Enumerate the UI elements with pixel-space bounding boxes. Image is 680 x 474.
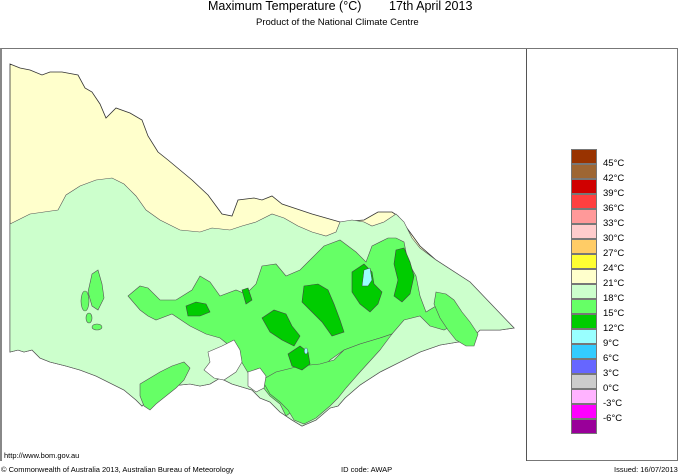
band-15-18-west-2 <box>80 290 90 312</box>
legend-label: 36°C <box>603 203 625 214</box>
legend-swatch-36 <box>571 194 597 209</box>
legend-swatch-18 <box>571 284 597 299</box>
legend-swatch-42 <box>571 164 597 179</box>
band-15-18-south <box>261 333 393 425</box>
legend-swatch-minus3 <box>571 389 597 404</box>
legend-swatch-6 <box>571 344 597 359</box>
western-port <box>247 367 267 393</box>
port-phillip-bay <box>203 339 243 381</box>
legend-label: 0°C <box>603 383 619 394</box>
legend-label: 33°C <box>603 218 625 229</box>
legend-label: -3°C <box>603 398 623 409</box>
map-subtitle: Product of the National Climate Centre <box>256 17 419 28</box>
legend-swatch-39 <box>571 179 597 194</box>
legend-label: 30°C <box>603 233 625 244</box>
legend-label: 3°C <box>603 368 619 379</box>
legend-swatch-3 <box>571 359 597 374</box>
legend-swatch-27 <box>571 239 597 254</box>
copyright-text: © Commonwealth of Australia 2013, Austra… <box>1 465 234 474</box>
band-12-15 <box>185 247 415 371</box>
legend-label: 39°C <box>603 188 625 199</box>
id-code: ID code: AWAP <box>341 465 393 474</box>
legend-label: 15°C <box>603 308 625 319</box>
legend-swatch-30 <box>571 224 597 239</box>
map-title: Maximum Temperature (°C) <box>208 0 362 13</box>
legend-label: -6°C <box>603 413 623 424</box>
band-9-12-a <box>361 267 373 287</box>
legend-swatch-12 <box>571 314 597 329</box>
band-9-12-b <box>303 347 309 355</box>
panel-divider <box>526 49 527 461</box>
band-15-18-west-3 <box>85 312 93 324</box>
legend-label: 24°C <box>603 263 625 274</box>
legend-swatch-24 <box>571 254 597 269</box>
legend-swatch-0 <box>571 374 597 389</box>
issued-date: Issued: 16/07/2013 <box>614 465 678 474</box>
bom-url-link[interactable]: http://www.bom.gov.au <box>4 451 80 460</box>
legend-swatch-9 <box>571 329 597 344</box>
legend-label: 18°C <box>603 293 625 304</box>
map-date: 17th April 2013 <box>389 0 473 13</box>
legend-label: 27°C <box>603 248 625 259</box>
sea-mask <box>2 436 526 461</box>
legend-swatch-below <box>571 419 597 434</box>
legend-swatch-minus6 <box>571 404 597 419</box>
legend-swatch-15 <box>571 299 597 314</box>
legend-label: 21°C <box>603 278 625 289</box>
legend-swatch-33 <box>571 209 597 224</box>
legend-swatch-21 <box>571 269 597 284</box>
band-15-18-west-4 <box>91 323 103 331</box>
chart-title: Maximum Temperature (°C) 17th April 2013 <box>0 0 680 17</box>
legend-label: 9°C <box>603 338 619 349</box>
band-15-18-otways <box>139 361 191 411</box>
band-15-18-east <box>433 291 479 347</box>
legend-label: 6°C <box>603 353 619 364</box>
band-15-18-west <box>87 269 105 311</box>
legend-swatch-45 <box>571 149 597 164</box>
legend-label: 45°C <box>603 158 625 169</box>
legend-label: 42°C <box>603 173 625 184</box>
legend-label: 12°C <box>603 323 625 334</box>
